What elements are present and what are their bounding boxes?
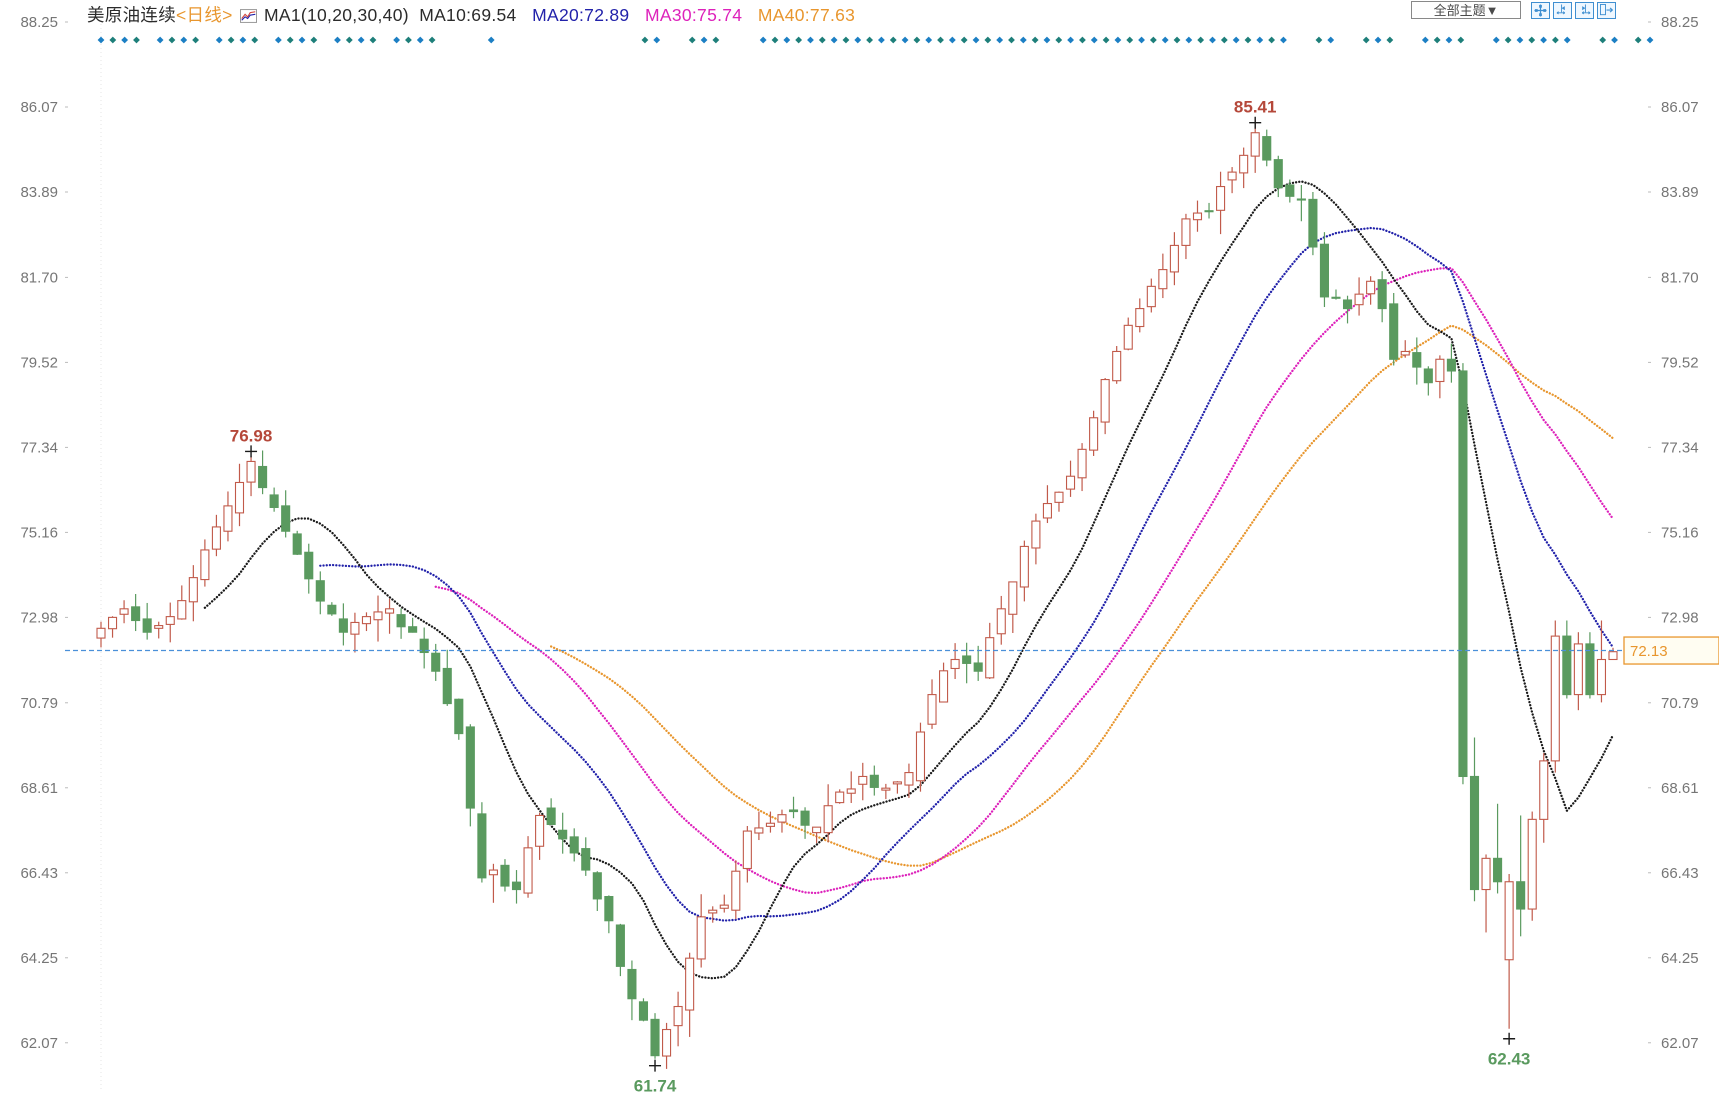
- svg-text:77.34: 77.34: [20, 439, 58, 456]
- svg-text:61.74: 61.74: [634, 1077, 677, 1096]
- svg-text:81.70: 81.70: [1661, 269, 1699, 286]
- svg-text:70.79: 70.79: [1661, 695, 1699, 712]
- svg-text:64.25: 64.25: [20, 950, 58, 967]
- svg-text:88.25: 88.25: [1661, 14, 1699, 31]
- svg-text:88.25: 88.25: [20, 14, 58, 31]
- svg-text:72.98: 72.98: [1661, 609, 1699, 626]
- svg-text:72.98: 72.98: [20, 609, 58, 626]
- svg-text:79.52: 79.52: [1661, 354, 1699, 371]
- svg-text:68.61: 68.61: [1661, 780, 1699, 797]
- svg-text:64.25: 64.25: [1661, 950, 1699, 967]
- svg-text:66.43: 66.43: [1661, 865, 1699, 882]
- svg-text:77.34: 77.34: [1661, 439, 1699, 456]
- svg-text:79.52: 79.52: [20, 354, 58, 371]
- svg-text:62.07: 62.07: [20, 1035, 58, 1052]
- svg-text:85.41: 85.41: [1234, 98, 1277, 117]
- svg-text:62.43: 62.43: [1488, 1050, 1531, 1069]
- svg-text:86.07: 86.07: [1661, 99, 1699, 116]
- svg-text:76.98: 76.98: [230, 426, 273, 445]
- svg-text:62.07: 62.07: [1661, 1035, 1699, 1052]
- svg-text:66.43: 66.43: [20, 865, 58, 882]
- svg-text:81.70: 81.70: [20, 269, 58, 286]
- svg-text:83.89: 83.89: [1661, 184, 1699, 201]
- svg-text:68.61: 68.61: [20, 780, 58, 797]
- svg-text:75.16: 75.16: [20, 524, 58, 541]
- svg-text:86.07: 86.07: [20, 99, 58, 116]
- svg-text:75.16: 75.16: [1661, 524, 1699, 541]
- svg-text:83.89: 83.89: [20, 184, 58, 201]
- svg-text:72.13: 72.13: [1630, 643, 1668, 660]
- svg-text:70.79: 70.79: [20, 695, 58, 712]
